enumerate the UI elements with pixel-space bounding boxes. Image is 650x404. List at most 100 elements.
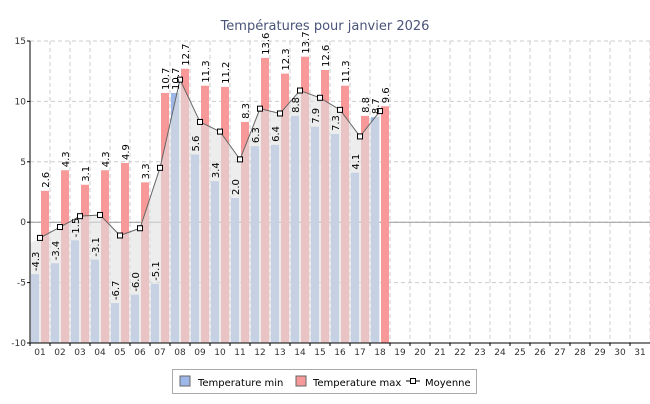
bar-temperature-max: [381, 106, 389, 344]
chart-title: Températures pour janvier 2026: [220, 19, 430, 34]
average-marker: [277, 110, 283, 117]
data-label-max: 8.3: [241, 103, 252, 119]
x-tick-label: 11: [234, 348, 245, 358]
data-label-min: 6.4: [271, 126, 282, 142]
x-tick-label: 17: [354, 348, 365, 358]
x-tick-label: 28: [574, 348, 586, 358]
x-tick-label: 27: [554, 348, 565, 358]
data-label-max: 13.7: [301, 31, 312, 53]
data-label-min: -1.5: [71, 218, 82, 238]
average-marker: [137, 225, 143, 232]
data-label-max: 4.3: [61, 151, 72, 167]
legend-label-min: Temperature min: [197, 378, 283, 389]
x-tick-label: 20: [414, 348, 426, 358]
average-marker: [257, 105, 263, 112]
x-tick-label: 07: [154, 348, 165, 358]
x-tick-label: 06: [134, 348, 146, 358]
data-label-min: -6.0: [131, 272, 142, 292]
average-marker: [317, 94, 323, 101]
data-label-min: -3.4: [51, 241, 62, 261]
x-tick-label: 13: [274, 348, 285, 358]
y-tick-label: 0: [20, 218, 26, 228]
data-label-max: 11.3: [201, 60, 212, 82]
data-label-max: 11.3: [341, 60, 352, 82]
legend-label-max: Temperature max: [312, 378, 401, 389]
data-label-max: 3.1: [81, 166, 92, 182]
data-label-min: 10.7: [171, 68, 182, 90]
y-tick-label: 10: [15, 97, 27, 107]
average-marker: [197, 118, 203, 125]
x-tick-label: 14: [294, 348, 306, 358]
x-tick-label: 21: [434, 348, 445, 358]
x-tick-label: 10: [214, 348, 226, 358]
x-tick-label: 16: [334, 348, 346, 358]
average-marker: [97, 211, 103, 218]
x-tick-label: 03: [74, 348, 85, 358]
data-label-min: -5.1: [151, 261, 162, 281]
legend-swatch-min: [179, 375, 191, 387]
x-tick-label: 29: [594, 348, 606, 358]
data-label-max: 10.7: [161, 68, 172, 90]
legend-swatch-max: [295, 375, 307, 387]
data-label-max: 12.6: [321, 45, 332, 67]
x-tick-label: 08: [174, 348, 186, 358]
x-tick-label: 02: [54, 348, 65, 358]
x-tick-label: 30: [614, 348, 626, 358]
x-tick-label: 01: [34, 348, 45, 358]
x-tick-label: 05: [114, 348, 125, 358]
data-label-min: -6.7: [111, 281, 122, 301]
data-label-min: 7.9: [311, 108, 322, 124]
data-label-min: 7.3: [331, 115, 342, 131]
data-label-min: -3.1: [91, 237, 102, 257]
average-marker: [57, 224, 63, 231]
data-label-max: 11.2: [221, 62, 232, 84]
legend-label-avg: Moyenne: [425, 378, 471, 389]
x-tick-label: 22: [454, 348, 465, 358]
average-marker: [357, 133, 363, 140]
legend-swatch-avg-marker: [410, 378, 416, 384]
x-tick-label: 25: [514, 348, 525, 358]
data-label-max: 12.7: [181, 44, 192, 66]
data-label-min: 8.7: [371, 98, 382, 114]
data-label-max: 13.6: [261, 33, 272, 55]
average-area: [30, 79, 380, 343]
data-label-min: 6.3: [251, 127, 262, 143]
y-tick-label: -5: [17, 279, 26, 289]
average-marker: [117, 232, 123, 239]
x-tick-label: 31: [634, 348, 645, 358]
average-marker: [377, 108, 383, 115]
y-tick-label: -10: [11, 339, 26, 349]
x-tick-label: 18: [374, 348, 386, 358]
data-label-max: 12.3: [281, 48, 292, 70]
x-tick-label: 15: [314, 348, 325, 358]
data-label-max: 8.8: [361, 97, 372, 113]
x-tick-label: 12: [254, 348, 265, 358]
y-tick-label: 5: [20, 158, 26, 168]
average-marker: [337, 106, 343, 113]
x-tick-label: 19: [394, 348, 406, 358]
data-label-min: 5.6: [191, 136, 202, 152]
average-marker: [37, 234, 43, 241]
x-tick-label: 24: [494, 348, 506, 358]
data-label-min: 3.4: [211, 162, 222, 178]
x-tick-label: 04: [94, 348, 106, 358]
data-label-max: 9.6: [381, 87, 392, 103]
data-label-min: 4.1: [351, 154, 362, 170]
data-label-max: 3.3: [141, 163, 152, 179]
average-marker: [237, 156, 243, 163]
average-marker: [77, 213, 83, 220]
average-marker: [157, 164, 163, 171]
data-label-max: 4.3: [101, 151, 112, 167]
average-marker: [217, 128, 223, 135]
data-label-max: 2.6: [41, 172, 52, 188]
x-tick-label: 23: [474, 348, 485, 358]
data-label-min: 2.0: [231, 179, 242, 195]
data-label-min: 8.8: [291, 97, 302, 113]
average-marker: [177, 76, 183, 83]
x-tick-label: 09: [194, 348, 206, 358]
data-label-min: -4.3: [31, 252, 42, 272]
average-line: [39, 78, 381, 239]
x-tick-label: 26: [534, 348, 546, 358]
